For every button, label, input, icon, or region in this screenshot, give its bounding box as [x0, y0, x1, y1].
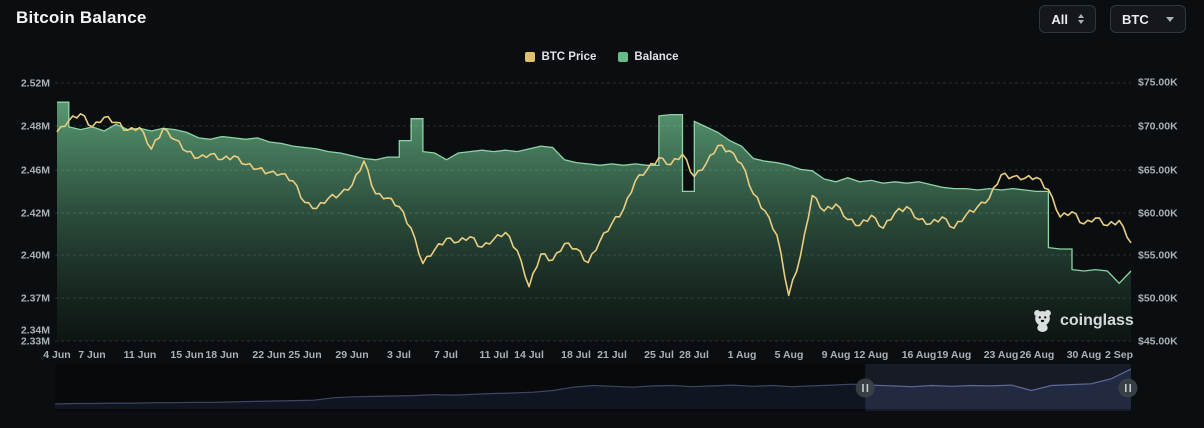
navigator-line — [54, 368, 1132, 405]
y-axis-label-right: $55.00K — [1138, 250, 1178, 262]
x-axis-label: 26 Aug — [1020, 349, 1055, 361]
range-dropdown[interactable]: All — [1039, 5, 1096, 33]
balance-area — [57, 102, 1131, 341]
navigator-handle-left[interactable] — [855, 378, 875, 398]
y-axis-label-left: 2.33M — [21, 336, 50, 348]
y-axis-label-right: $50.00K — [1138, 293, 1178, 305]
x-axis-label: 3 Jul — [387, 349, 411, 361]
y-axis-label-right: $45.00K — [1138, 336, 1178, 348]
x-axis-label: 15 Jun — [170, 349, 203, 361]
legend-item-balance[interactable]: Balance — [618, 51, 679, 63]
y-axis-label-left: 2.52M — [21, 78, 50, 90]
legend-label: BTC Price — [541, 51, 597, 63]
balance-swatch-icon — [618, 52, 629, 62]
x-axis-label: 7 Jul — [434, 349, 458, 361]
balance-line — [57, 101, 1132, 285]
legend-item-btc-price[interactable]: BTC Price — [525, 51, 596, 63]
navigator-handle-right[interactable] — [1118, 378, 1138, 398]
x-axis-label: 1 Aug — [728, 349, 757, 361]
x-axis-label: 19 Aug — [937, 349, 972, 361]
y-axis-label-right: $75.00K — [1138, 77, 1178, 89]
chevron-down-icon — [1166, 16, 1174, 22]
x-axis-label: 25 Jul — [644, 349, 674, 361]
x-axis-label: 28 Jul — [679, 349, 709, 361]
y-axis-label-left: 2.48M — [21, 121, 50, 133]
price-line — [56, 113, 1132, 297]
x-axis-label: 16 Aug — [902, 349, 937, 361]
legend-label: Balance — [634, 51, 679, 63]
chart-legend: BTC Price Balance — [0, 51, 1204, 63]
x-axis-label: 18 Jul — [561, 349, 591, 361]
x-axis-label: 30 Aug — [1067, 349, 1102, 361]
y-axis-label-left: 2.40M — [21, 250, 50, 262]
x-axis-label: 25 Jun — [288, 349, 321, 361]
x-axis-label: 23 Aug — [984, 349, 1019, 361]
page-title: Bitcoin Balance — [16, 8, 147, 27]
coin-dropdown[interactable]: BTC — [1110, 5, 1186, 33]
x-axis-label: 11 Jun — [124, 349, 157, 361]
x-axis-label: 14 Jul — [514, 349, 544, 361]
x-axis-label: 21 Jul — [597, 349, 627, 361]
y-axis-label-left: 2.37M — [21, 293, 50, 305]
x-axis-label: 4 Jun — [43, 349, 70, 361]
btc-price-swatch-icon — [525, 52, 536, 62]
y-axis-label-right: $70.00K — [1138, 121, 1178, 133]
navigator-selection[interactable] — [865, 364, 1131, 411]
x-axis-label: 5 Aug — [775, 349, 804, 361]
y-axis-label-left: 2.46M — [21, 165, 50, 177]
x-axis-label: 2 Sep — [1105, 349, 1133, 361]
coinglass-bear-logo-icon — [1034, 310, 1051, 332]
updown-chevrons-icon — [1078, 14, 1084, 24]
watermark: coinglass — [1032, 309, 1134, 332]
chart-controls: All BTC — [1039, 5, 1186, 33]
x-axis-label: 22 Jun — [252, 349, 285, 361]
y-axis-label-left: 2.34M — [21, 325, 50, 337]
x-axis-label: 29 Jun — [335, 349, 368, 361]
x-axis-label: 12 Aug — [854, 349, 889, 361]
y-axis-label-right: $65.00K — [1138, 165, 1178, 177]
y-axis-label-right: $60.00K — [1138, 208, 1178, 220]
watermark-text: coinglass — [1060, 311, 1134, 329]
coin-dropdown-value: BTC — [1122, 11, 1149, 27]
x-axis-label: 11 Jul — [479, 349, 508, 361]
range-dropdown-value: All — [1051, 11, 1068, 27]
x-axis-label: 18 Jun — [205, 349, 238, 361]
y-axis-label-left: 2.42M — [21, 208, 50, 220]
x-axis-label: 7 Jun — [78, 349, 105, 361]
x-axis-label: 9 Aug — [822, 349, 851, 361]
navigator-unselected-mask — [55, 364, 866, 411]
